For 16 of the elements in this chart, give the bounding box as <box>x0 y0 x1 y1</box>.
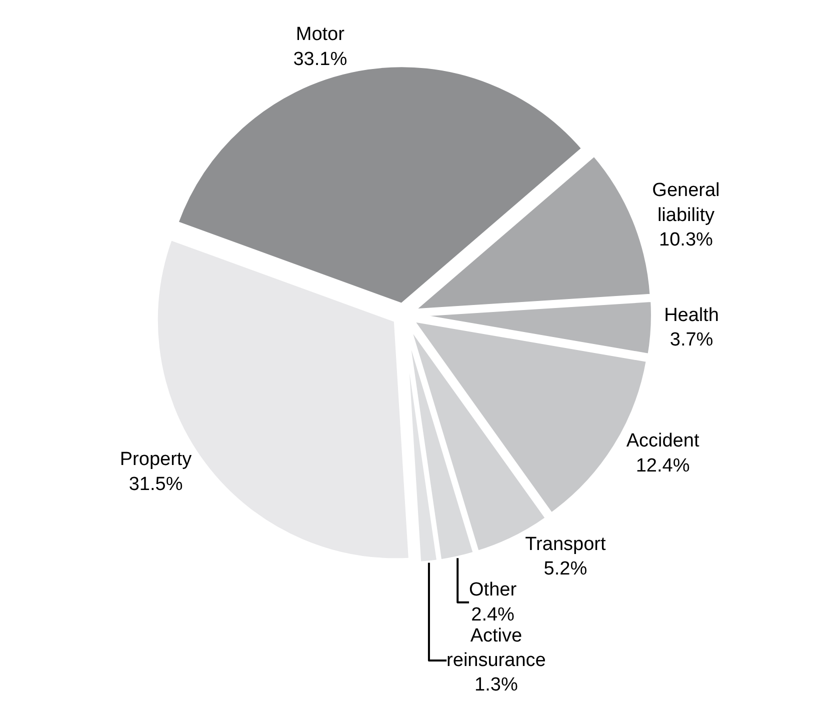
data-label: 3.7% <box>670 330 714 351</box>
data-label: 31.5% <box>128 474 183 495</box>
data-label: 1.3% <box>474 674 518 696</box>
slice-label: Active reinsurance <box>446 625 546 671</box>
slice-label: Health <box>664 305 719 326</box>
data-label: 5.2% <box>544 558 588 580</box>
slice-label: General liability <box>652 180 720 226</box>
data-label: 10.3% <box>659 230 714 251</box>
data-label: 33.1% <box>293 48 348 70</box>
slice-label: Transport <box>525 534 606 555</box>
slice-label: Motor <box>296 24 346 46</box>
data-label: 12.4% <box>636 455 690 476</box>
slice-label: Property <box>120 449 192 470</box>
slice-label: Accident <box>626 430 700 452</box>
data-label: 2.4% <box>471 604 515 626</box>
slice-label: Other <box>469 580 518 601</box>
